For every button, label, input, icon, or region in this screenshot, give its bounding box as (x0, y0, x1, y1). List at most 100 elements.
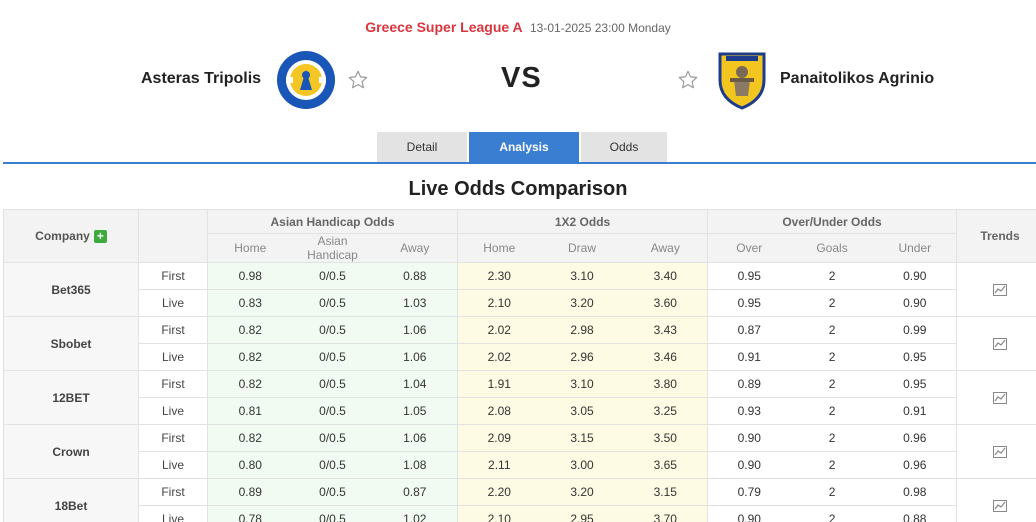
ou-over-odds[interactable]: 0.79 (707, 478, 791, 506)
ou-under-odds[interactable]: 0.95 (873, 370, 958, 398)
x12-home-odds[interactable]: 2.30 (457, 262, 541, 290)
trend-chart-button[interactable] (956, 424, 1036, 479)
x12-draw-odds[interactable]: 3.20 (540, 289, 624, 317)
ah-home-odds[interactable]: 0.82 (207, 370, 293, 398)
ou-goals[interactable]: 2 (790, 289, 874, 317)
ah-home-odds[interactable]: 0.78 (207, 505, 293, 522)
x12-draw-odds[interactable]: 2.98 (540, 316, 624, 344)
x12-draw-odds[interactable]: 3.05 (540, 397, 624, 425)
ou-goals[interactable]: 2 (790, 262, 874, 290)
ah-away-odds[interactable]: 1.06 (372, 343, 459, 371)
ah-line[interactable]: 0/0.5 (292, 370, 373, 398)
away-team-name[interactable]: Panaitolikos Agrinio (780, 70, 935, 87)
ah-away-odds[interactable]: 1.03 (372, 289, 459, 317)
ou-goals[interactable]: 2 (790, 424, 874, 452)
ah-home-odds[interactable]: 0.80 (207, 451, 293, 479)
ou-goals[interactable]: 2 (790, 370, 874, 398)
ou-under-odds[interactable]: 0.90 (873, 262, 958, 290)
company-name[interactable]: 18Bet (3, 478, 139, 522)
trend-chart-button[interactable] (956, 370, 1036, 425)
ah-home-odds[interactable]: 0.83 (207, 289, 293, 317)
x12-draw-odds[interactable]: 3.00 (540, 451, 624, 479)
ah-away-odds[interactable]: 1.06 (372, 424, 459, 452)
x12-away-odds[interactable]: 3.25 (623, 397, 709, 425)
ou-under-odds[interactable]: 0.96 (873, 424, 958, 452)
ah-away-odds[interactable]: 0.87 (372, 478, 459, 506)
trend-chart-button[interactable] (956, 262, 1036, 317)
x12-home-odds[interactable]: 2.02 (457, 316, 541, 344)
tab-detail[interactable]: Detail (377, 132, 467, 162)
x12-draw-odds[interactable]: 3.15 (540, 424, 624, 452)
company-name[interactable]: 12BET (3, 370, 139, 425)
trend-chart-button[interactable] (956, 316, 1036, 371)
ou-under-odds[interactable]: 0.95 (873, 343, 958, 371)
away-favorite-star-icon[interactable] (677, 69, 699, 91)
x12-home-odds[interactable]: 2.10 (457, 289, 541, 317)
home-team-name[interactable]: Asteras Tripolis (141, 70, 262, 87)
ah-line[interactable]: 0/0.5 (292, 505, 373, 522)
ou-over-odds[interactable]: 0.90 (707, 505, 791, 522)
x12-home-odds[interactable]: 2.02 (457, 343, 541, 371)
ou-over-odds[interactable]: 0.93 (707, 397, 791, 425)
ah-line[interactable]: 0/0.5 (292, 424, 373, 452)
ou-goals[interactable]: 2 (790, 316, 874, 344)
ou-under-odds[interactable]: 0.91 (873, 397, 958, 425)
x12-draw-odds[interactable]: 2.95 (540, 505, 624, 522)
ou-goals[interactable]: 2 (790, 397, 874, 425)
ah-away-odds[interactable]: 1.05 (372, 397, 459, 425)
ou-over-odds[interactable]: 0.90 (707, 424, 791, 452)
x12-draw-odds[interactable]: 3.10 (540, 370, 624, 398)
x12-draw-odds[interactable]: 3.10 (540, 262, 624, 290)
x12-draw-odds[interactable]: 2.96 (540, 343, 624, 371)
ah-away-odds[interactable]: 1.02 (372, 505, 459, 522)
ah-away-odds[interactable]: 0.88 (372, 262, 459, 290)
tab-analysis[interactable]: Analysis (469, 132, 579, 162)
trend-chart-icon[interactable] (993, 445, 1008, 459)
x12-away-odds[interactable]: 3.70 (623, 505, 709, 522)
ou-over-odds[interactable]: 0.89 (707, 370, 791, 398)
ah-home-odds[interactable]: 0.82 (207, 343, 293, 371)
ah-line[interactable]: 0/0.5 (292, 478, 373, 506)
trend-chart-icon[interactable] (993, 283, 1008, 297)
ou-goals[interactable]: 2 (790, 343, 874, 371)
x12-home-odds[interactable]: 2.20 (457, 478, 541, 506)
ah-home-odds[interactable]: 0.81 (207, 397, 293, 425)
x12-away-odds[interactable]: 3.43 (623, 316, 709, 344)
trend-chart-button[interactable] (956, 478, 1036, 522)
ah-home-odds[interactable]: 0.82 (207, 316, 293, 344)
ou-goals[interactable]: 2 (790, 451, 874, 479)
x12-away-odds[interactable]: 3.65 (623, 451, 709, 479)
x12-away-odds[interactable]: 3.50 (623, 424, 709, 452)
ou-under-odds[interactable]: 0.90 (873, 289, 958, 317)
x12-home-odds[interactable]: 1.91 (457, 370, 541, 398)
x12-away-odds[interactable]: 3.40 (623, 262, 709, 290)
company-name[interactable]: Bet365 (3, 262, 139, 317)
x12-away-odds[interactable]: 3.46 (623, 343, 709, 371)
x12-home-odds[interactable]: 2.09 (457, 424, 541, 452)
ou-over-odds[interactable]: 0.90 (707, 451, 791, 479)
league-name[interactable]: Greece Super League A (365, 19, 523, 35)
asteras-tripolis-crest-icon[interactable] (276, 50, 336, 110)
ah-line[interactable]: 0/0.5 (292, 397, 373, 425)
ah-home-odds[interactable]: 0.98 (207, 262, 293, 290)
trend-chart-icon[interactable] (993, 499, 1008, 513)
trend-chart-icon[interactable] (993, 391, 1008, 405)
ou-over-odds[interactable]: 0.95 (707, 289, 791, 317)
company-name[interactable]: Crown (3, 424, 139, 479)
ah-home-odds[interactable]: 0.89 (207, 478, 293, 506)
x12-home-odds[interactable]: 2.08 (457, 397, 541, 425)
ah-line[interactable]: 0/0.5 (292, 343, 373, 371)
ou-over-odds[interactable]: 0.87 (707, 316, 791, 344)
x12-away-odds[interactable]: 3.15 (623, 478, 709, 506)
ou-under-odds[interactable]: 0.88 (873, 505, 958, 522)
ou-over-odds[interactable]: 0.91 (707, 343, 791, 371)
home-favorite-star-icon[interactable] (347, 69, 369, 91)
ou-under-odds[interactable]: 0.98 (873, 478, 958, 506)
ou-goals[interactable]: 2 (790, 505, 874, 522)
ah-line[interactable]: 0/0.5 (292, 289, 373, 317)
ah-line[interactable]: 0/0.5 (292, 316, 373, 344)
add-company-plus-icon[interactable]: + (93, 230, 107, 244)
ah-away-odds[interactable]: 1.04 (372, 370, 459, 398)
ah-away-odds[interactable]: 1.08 (372, 451, 459, 479)
ah-line[interactable]: 0/0.5 (292, 451, 373, 479)
